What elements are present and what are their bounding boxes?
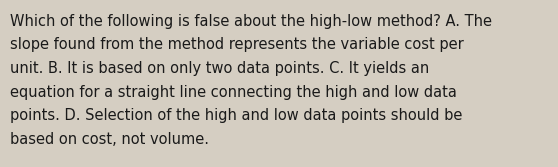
Text: equation for a straight line connecting the high and low data: equation for a straight line connecting …	[10, 85, 457, 100]
Text: points. D. Selection of the high and low data points should be: points. D. Selection of the high and low…	[10, 108, 463, 123]
Text: unit. B. It is based on only two data points. C. It yields an: unit. B. It is based on only two data po…	[10, 61, 429, 76]
Text: Which of the following is false about the high-low method? A. The: Which of the following is false about th…	[10, 14, 492, 29]
Text: based on cost, not volume.: based on cost, not volume.	[10, 131, 209, 146]
Text: slope found from the method represents the variable cost per: slope found from the method represents t…	[10, 38, 464, 52]
